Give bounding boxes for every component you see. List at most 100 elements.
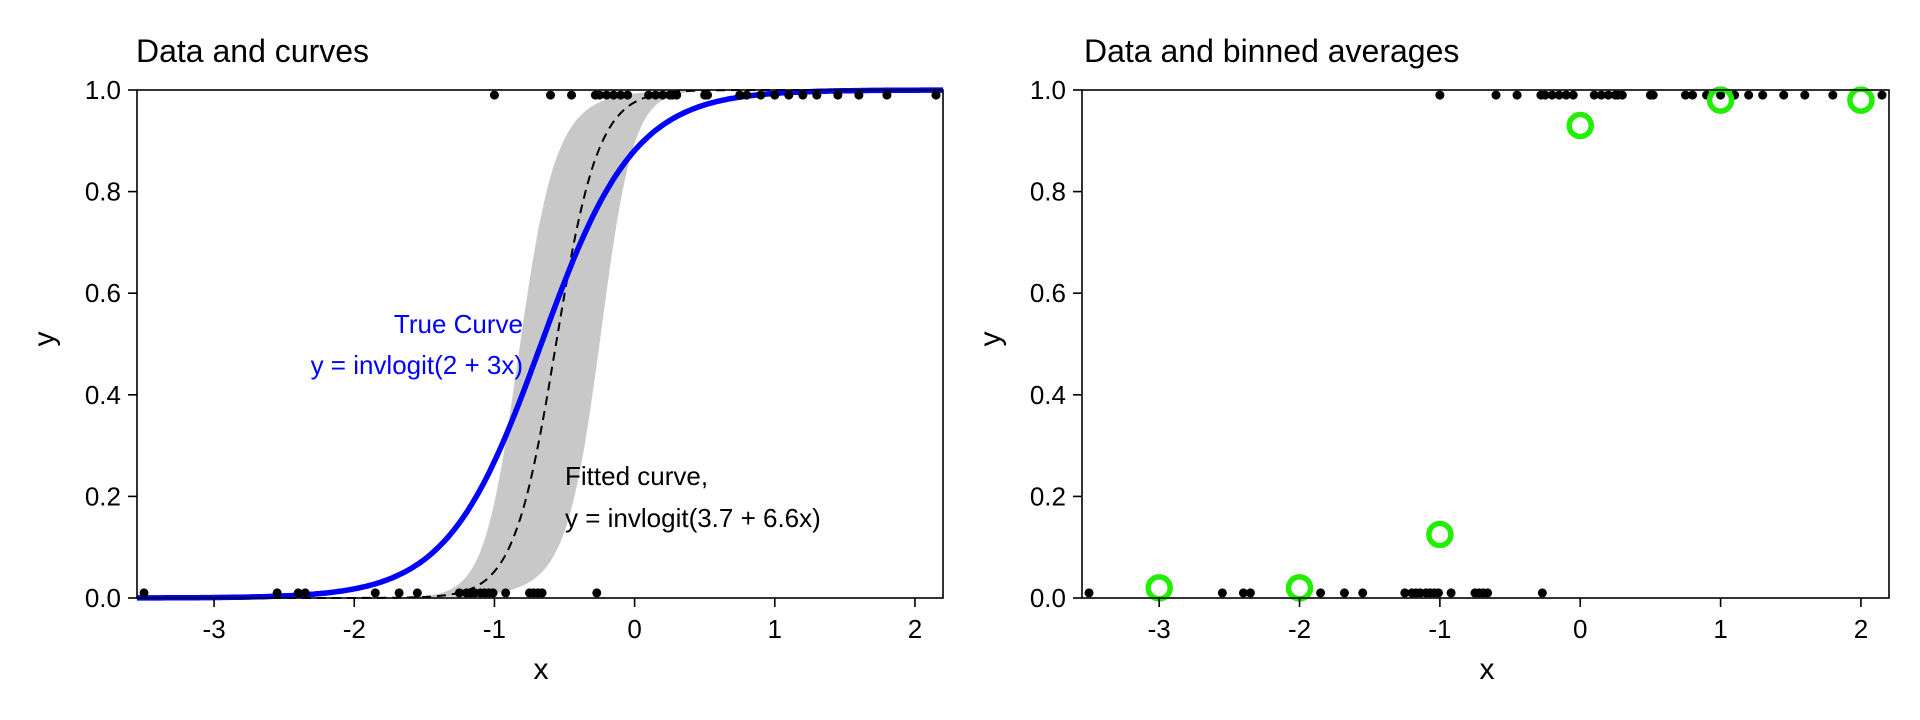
data-point-y1 <box>854 90 864 100</box>
y-tick-label: 0.0 <box>85 583 121 613</box>
x-tick-label: 0 <box>1573 614 1587 644</box>
y-tick-label: 0.2 <box>85 481 121 511</box>
data-point-y1 <box>1561 90 1571 100</box>
x-tick-label: -3 <box>203 614 226 644</box>
x-tick-label: -3 <box>1148 614 1171 644</box>
data-point-y0 <box>1400 588 1410 598</box>
data-point-y1 <box>742 90 752 100</box>
data-point-y1 <box>1648 90 1658 100</box>
y-tick-label: 0.6 <box>85 278 121 308</box>
data-point-y1 <box>812 90 822 100</box>
data-point-y1 <box>609 90 619 100</box>
y-tick-label: 0.8 <box>1030 177 1066 207</box>
data-point-y1 <box>1688 90 1698 100</box>
y-tick-label: 0.0 <box>1030 583 1066 613</box>
x-tick-label: -2 <box>343 614 366 644</box>
data-point-y1 <box>567 90 577 100</box>
data-point-y0 <box>412 588 422 598</box>
data-point-y0 <box>1238 588 1248 598</box>
x-tick-label: -1 <box>483 614 506 644</box>
true-curve-line <box>137 87 943 601</box>
data-point-y1 <box>602 90 612 100</box>
data-point-y1 <box>1603 90 1613 100</box>
data-point-y1 <box>770 90 780 100</box>
y-tick-label: 0.4 <box>1030 380 1066 410</box>
x-tick-label: 1 <box>768 614 782 644</box>
binned-average-marker <box>1145 574 1173 602</box>
data-point-y0 <box>592 588 602 598</box>
chart-title: Data and binned averages <box>1084 33 1459 69</box>
data-point-y0 <box>300 588 310 598</box>
x-tick-label: 2 <box>908 614 922 644</box>
data-point-y1 <box>1491 90 1501 100</box>
panel-data-and-curves: Data and curves x y -3 -2 -1 0 1 2 0.0 0.2 0.4 0.… <box>28 33 944 686</box>
data-point-y0 <box>1433 588 1443 598</box>
x-tick-label: 1 <box>1713 614 1727 644</box>
axes-frame <box>1081 89 1890 599</box>
binned-average-marker <box>1285 574 1314 602</box>
y-axis-label: y <box>28 332 61 347</box>
true-curve-equation: y = invlogit(2 + 3x) <box>311 350 523 380</box>
data-point-y1 <box>1547 90 1557 100</box>
y-tick-label: 1.0 <box>85 75 121 105</box>
chart-title: Data and curves <box>136 33 369 69</box>
data-point-y1 <box>1435 90 1445 100</box>
data-point-y1 <box>1589 90 1599 100</box>
data-point-y0 <box>293 588 303 598</box>
fitted-curve-equation: y = invlogit(3.7 + 6.6x) <box>565 503 821 533</box>
x-tick-label: -1 <box>1428 614 1451 644</box>
data-point-y0 <box>1245 588 1255 598</box>
y-tick-label: 1.0 <box>1030 75 1066 105</box>
binned-average-marker <box>1566 111 1594 140</box>
data-point-y1 <box>1540 90 1550 100</box>
data-point-y1 <box>1779 90 1789 100</box>
data-point-y0 <box>454 588 464 598</box>
data-point-y1 <box>595 90 605 100</box>
data-point-y0 <box>1217 588 1227 598</box>
data-point-y1 <box>1596 90 1606 100</box>
data-point-y1 <box>1568 90 1578 100</box>
data-point-y0 <box>488 588 498 598</box>
data-point-y1 <box>1512 90 1522 100</box>
data-point-y1 <box>546 90 556 100</box>
data-point-y1 <box>833 90 843 100</box>
data-point-y0 <box>1537 588 1547 598</box>
binned-average-marker <box>1426 520 1454 549</box>
data-point-y0 <box>1084 588 1094 598</box>
data-point-y1 <box>623 90 633 100</box>
data-point-y1 <box>644 90 654 100</box>
x-tick-label: 0 <box>627 614 641 644</box>
data-point-y0 <box>1483 588 1493 598</box>
y-axis-label: y <box>974 332 1007 347</box>
data-point-y1 <box>1716 90 1726 100</box>
plot-area <box>137 87 943 601</box>
data-point-y1 <box>1800 90 1810 100</box>
data-point-y1 <box>1744 90 1754 100</box>
x-axis-label: x <box>534 653 549 686</box>
x-axis-label: x <box>1480 653 1495 686</box>
data-point-y1 <box>931 90 941 100</box>
data-point-y0 <box>1446 588 1456 598</box>
data-point-y1 <box>756 90 766 100</box>
data-point-y1 <box>651 90 661 100</box>
data-point-y0 <box>1316 588 1326 598</box>
y-tick-label: 0.4 <box>85 380 121 410</box>
y-tick-label: 0.8 <box>85 177 121 207</box>
true-curve-label: True Curve <box>394 309 523 339</box>
binned-average-marker <box>1847 86 1875 114</box>
data-point-y1 <box>1617 90 1627 100</box>
data-point-y0 <box>272 588 282 598</box>
data-point-y1 <box>1680 90 1690 100</box>
fitted-curve-label: Fitted curve, <box>565 461 708 491</box>
data-point-y1 <box>703 90 713 100</box>
x-tick-label: 2 <box>1854 614 1868 644</box>
data-point-y0 <box>370 588 380 598</box>
panel-data-and-binned-averages: Data and binned averages x y -3 -2 -1 0 1 2 0.… <box>974 33 1890 686</box>
data-point-y0 <box>1358 588 1368 598</box>
data-point-y1 <box>784 90 794 100</box>
data-point-y0 <box>501 588 511 598</box>
y-tick-label: 0.6 <box>1030 278 1066 308</box>
data-point-y1 <box>1758 90 1768 100</box>
data-point-y1 <box>735 90 745 100</box>
data-point-y1 <box>658 90 668 100</box>
